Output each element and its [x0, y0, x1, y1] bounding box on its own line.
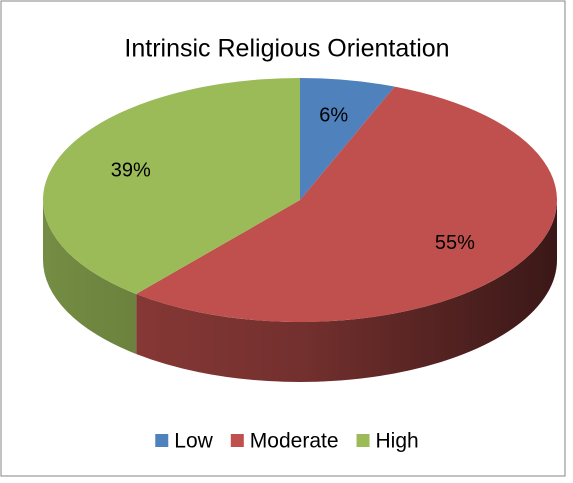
- chart-title: Intrinsic Religious Orientation: [124, 35, 449, 63]
- slice: [136, 86, 557, 323]
- legend-swatch: [155, 434, 169, 447]
- slice-side: [136, 200, 557, 382]
- legend-label: Moderate: [250, 430, 339, 453]
- slice-side: [43, 200, 137, 355]
- data-label: 55%: [435, 232, 475, 254]
- slice: [300, 78, 395, 200]
- legend-label: High: [376, 430, 419, 453]
- legend-swatch: [356, 434, 370, 447]
- legend-swatch: [230, 434, 244, 447]
- data-label: 6%: [319, 104, 348, 126]
- slice: [42, 78, 300, 295]
- legend-label: Low: [174, 430, 213, 453]
- data-label: 39%: [111, 159, 151, 181]
